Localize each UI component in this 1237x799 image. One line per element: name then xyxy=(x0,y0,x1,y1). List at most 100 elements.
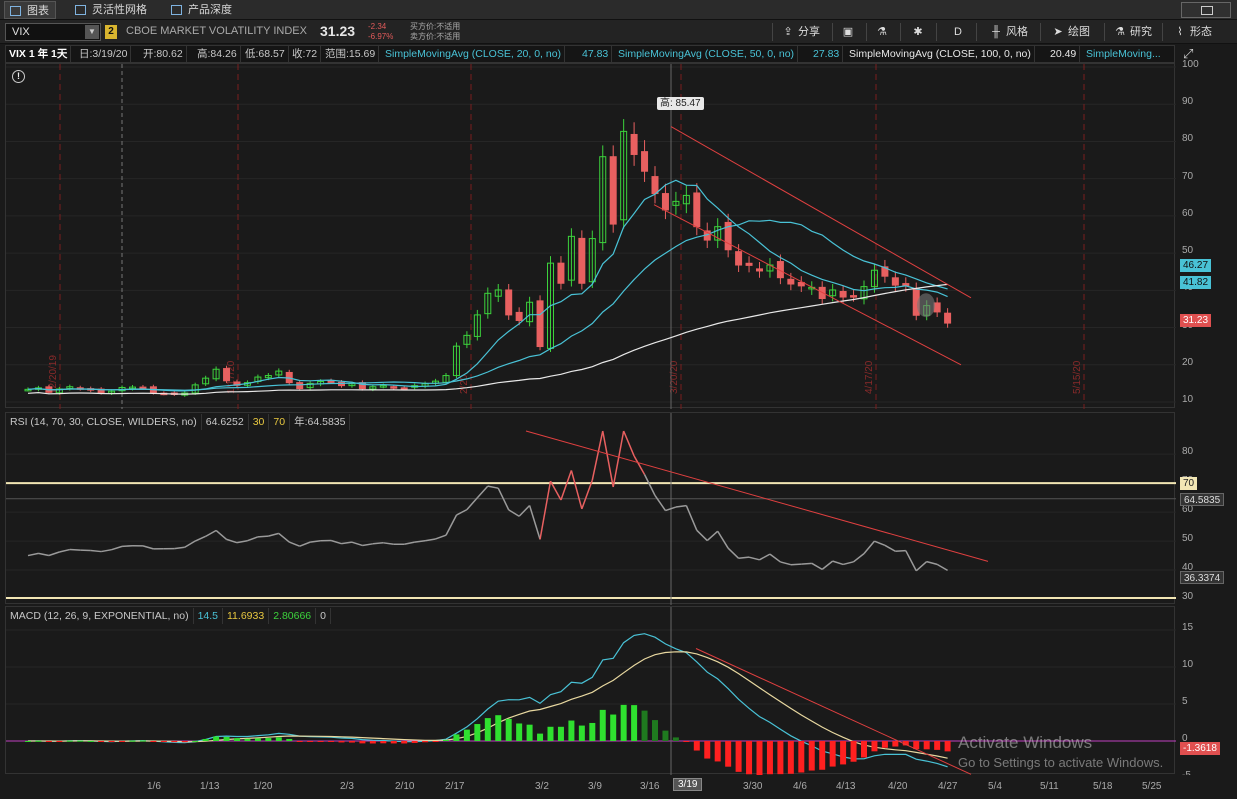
macd-line xyxy=(27,633,948,768)
range-value: 范围:15.69 xyxy=(322,46,380,62)
gear-icon: ✱ xyxy=(913,26,923,38)
drawing-button[interactable]: ➤ 绘图 xyxy=(1050,23,1090,41)
studies-button[interactable]: ⚗ 研究 xyxy=(1112,23,1152,41)
highlight-marker xyxy=(917,293,935,318)
window-icon xyxy=(1201,6,1213,15)
lab-button[interactable]: ⚗ xyxy=(874,23,892,41)
macd-histogram-bar xyxy=(171,741,178,743)
y-tick: 100 xyxy=(1182,59,1199,70)
sma50-label[interactable]: SimpleMovingAvg (CLOSE, 50, 0, no) xyxy=(615,46,799,62)
snapshot-button[interactable]: ▣ xyxy=(840,23,858,41)
y-tick: 5 xyxy=(1182,696,1188,707)
rsi-line xyxy=(257,535,269,538)
rsi-line xyxy=(560,470,573,501)
candle xyxy=(787,278,795,285)
sma20-label[interactable]: SimpleMovingAvg (CLOSE, 20, 0, no) xyxy=(382,46,566,62)
candle xyxy=(588,238,596,283)
sma20-line xyxy=(27,219,948,391)
y-tick: 50 xyxy=(1182,245,1194,257)
macd-histogram-bar xyxy=(432,741,439,742)
rsi-line xyxy=(476,485,489,499)
candle xyxy=(944,312,952,324)
rsi-line xyxy=(633,455,646,475)
macd-histogram-bar xyxy=(578,725,585,741)
patterns-button[interactable]: ⌇ 形态 xyxy=(1172,23,1212,41)
candle xyxy=(473,314,481,337)
tab-bar: 图表 灵活性网格 产品深度 xyxy=(0,0,1237,20)
macd-histogram-bar xyxy=(944,741,951,752)
study-header: VIX 1 年 1天 日:3/19/20 开:80.62 高:84.26 低:6… xyxy=(5,45,1175,63)
price-pane[interactable]: 12/20/19 1/17/20 2/20 3/20/20 4/17/20 5/15/20… xyxy=(5,63,1176,409)
candle xyxy=(306,382,314,389)
month-label: 2/20 xyxy=(459,374,470,394)
rsi-line xyxy=(59,548,70,553)
settings-button[interactable]: ✱ xyxy=(910,23,928,41)
y-tick: 40 xyxy=(1182,562,1194,574)
month-label: 3/20/20 xyxy=(669,360,680,394)
y-tick: 10 xyxy=(1182,394,1194,405)
macd-histogram-bar xyxy=(380,741,387,744)
symbol-input[interactable]: VIX ▼ xyxy=(5,23,101,41)
expand-icon[interactable]: ⤢ xyxy=(1183,46,1194,61)
candle xyxy=(682,194,690,205)
macd-histogram-bar xyxy=(45,741,52,742)
candle xyxy=(400,387,408,390)
macd-histogram-bar xyxy=(934,741,941,750)
rsi-line xyxy=(268,532,279,537)
price-y-axis[interactable]: 100908070605040302010 46.27 41.82 31.23 xyxy=(1177,59,1237,408)
macd-histogram-bar xyxy=(652,720,658,741)
rsi-line xyxy=(445,514,458,536)
macd-label[interactable]: MACD (12, 26, 9, EXPONENTIAL, no) xyxy=(6,608,194,624)
candle xyxy=(536,300,544,348)
macd-histogram-bar xyxy=(662,730,669,741)
rsi-label[interactable]: RSI (14, 70, 30, CLOSE, WILDERS, no) xyxy=(6,414,202,430)
macd-histogram-bar xyxy=(787,741,794,774)
chevron-down-icon[interactable]: ▼ xyxy=(85,25,99,39)
candle xyxy=(630,133,638,155)
rsi-pane[interactable]: RSI (14, 70, 30, CLOSE, WILDERS, no) 64.6… xyxy=(5,412,1176,605)
rsi-line xyxy=(884,544,896,552)
rsi-line xyxy=(539,480,552,540)
ask-text: 卖方价:不适用 xyxy=(410,32,461,41)
period-button[interactable]: D xyxy=(954,26,962,38)
rsi-line xyxy=(435,534,447,540)
sma-more[interactable]: SimpleMoving... xyxy=(1086,48,1161,60)
candle xyxy=(735,251,743,266)
macd-histogram-bar xyxy=(725,741,732,767)
macd-pane[interactable]: MACD (12, 26, 9, EXPONENTIAL, no) 14.5 11.… xyxy=(5,606,1176,775)
macd-histogram-bar xyxy=(411,741,418,743)
rsi-line xyxy=(685,505,698,531)
sma100-label[interactable]: SimpleMovingAvg (CLOSE, 100, 0, no) xyxy=(846,46,1035,62)
rsi-line xyxy=(111,545,123,551)
tab-label: 灵活性网格 xyxy=(92,4,147,16)
rsi-line xyxy=(622,430,635,457)
macd-histogram-bar xyxy=(66,740,73,742)
candle xyxy=(139,386,147,390)
y-tick: 50 xyxy=(1182,533,1194,545)
rsi-line xyxy=(122,544,133,548)
rsi-y-axis[interactable]: 807060504030 70 64.5835 36.3374 xyxy=(1177,412,1237,604)
symbol-description: CBOE MARKET VOLATILITY INDEX xyxy=(126,25,307,37)
macd-histogram-bar xyxy=(766,741,773,775)
low-value: 低:68.57 xyxy=(242,46,289,62)
style-button[interactable]: ╫ 风格 xyxy=(988,23,1028,41)
date-value: 日:3/19/20 xyxy=(76,46,132,62)
share-button[interactable]: ⇪ 分享 xyxy=(780,23,820,41)
rsi-line xyxy=(811,562,823,571)
rsi-year: 年:64.5835 xyxy=(290,414,351,430)
y-tick: 70 xyxy=(1182,170,1194,182)
link-group-badge[interactable]: 2 xyxy=(105,25,117,39)
tab-flex-grid[interactable]: 灵活性网格 xyxy=(70,1,153,19)
rsi-ob: 30 xyxy=(249,414,270,430)
tab-product-depth[interactable]: 产品深度 xyxy=(166,1,238,19)
rsi-line xyxy=(842,561,854,566)
chart-toolbar: VIX ▼ 2 CBOE MARKET VOLATILITY INDEX 31.… xyxy=(0,20,1237,44)
y-tick: 30 xyxy=(1182,591,1194,602)
macd-histogram-bar xyxy=(693,741,700,751)
share-label: 分享 xyxy=(798,26,820,38)
alert-icon[interactable]: ! xyxy=(12,70,25,83)
window-restore-button[interactable] xyxy=(1181,2,1231,18)
tab-chart[interactable]: 图表 xyxy=(4,1,56,19)
x-axis[interactable]: 1/6 1/13 1/20 2/3 2/10 2/17 3/2 3/9 3/16 3/19 3/30… xyxy=(0,775,1237,799)
